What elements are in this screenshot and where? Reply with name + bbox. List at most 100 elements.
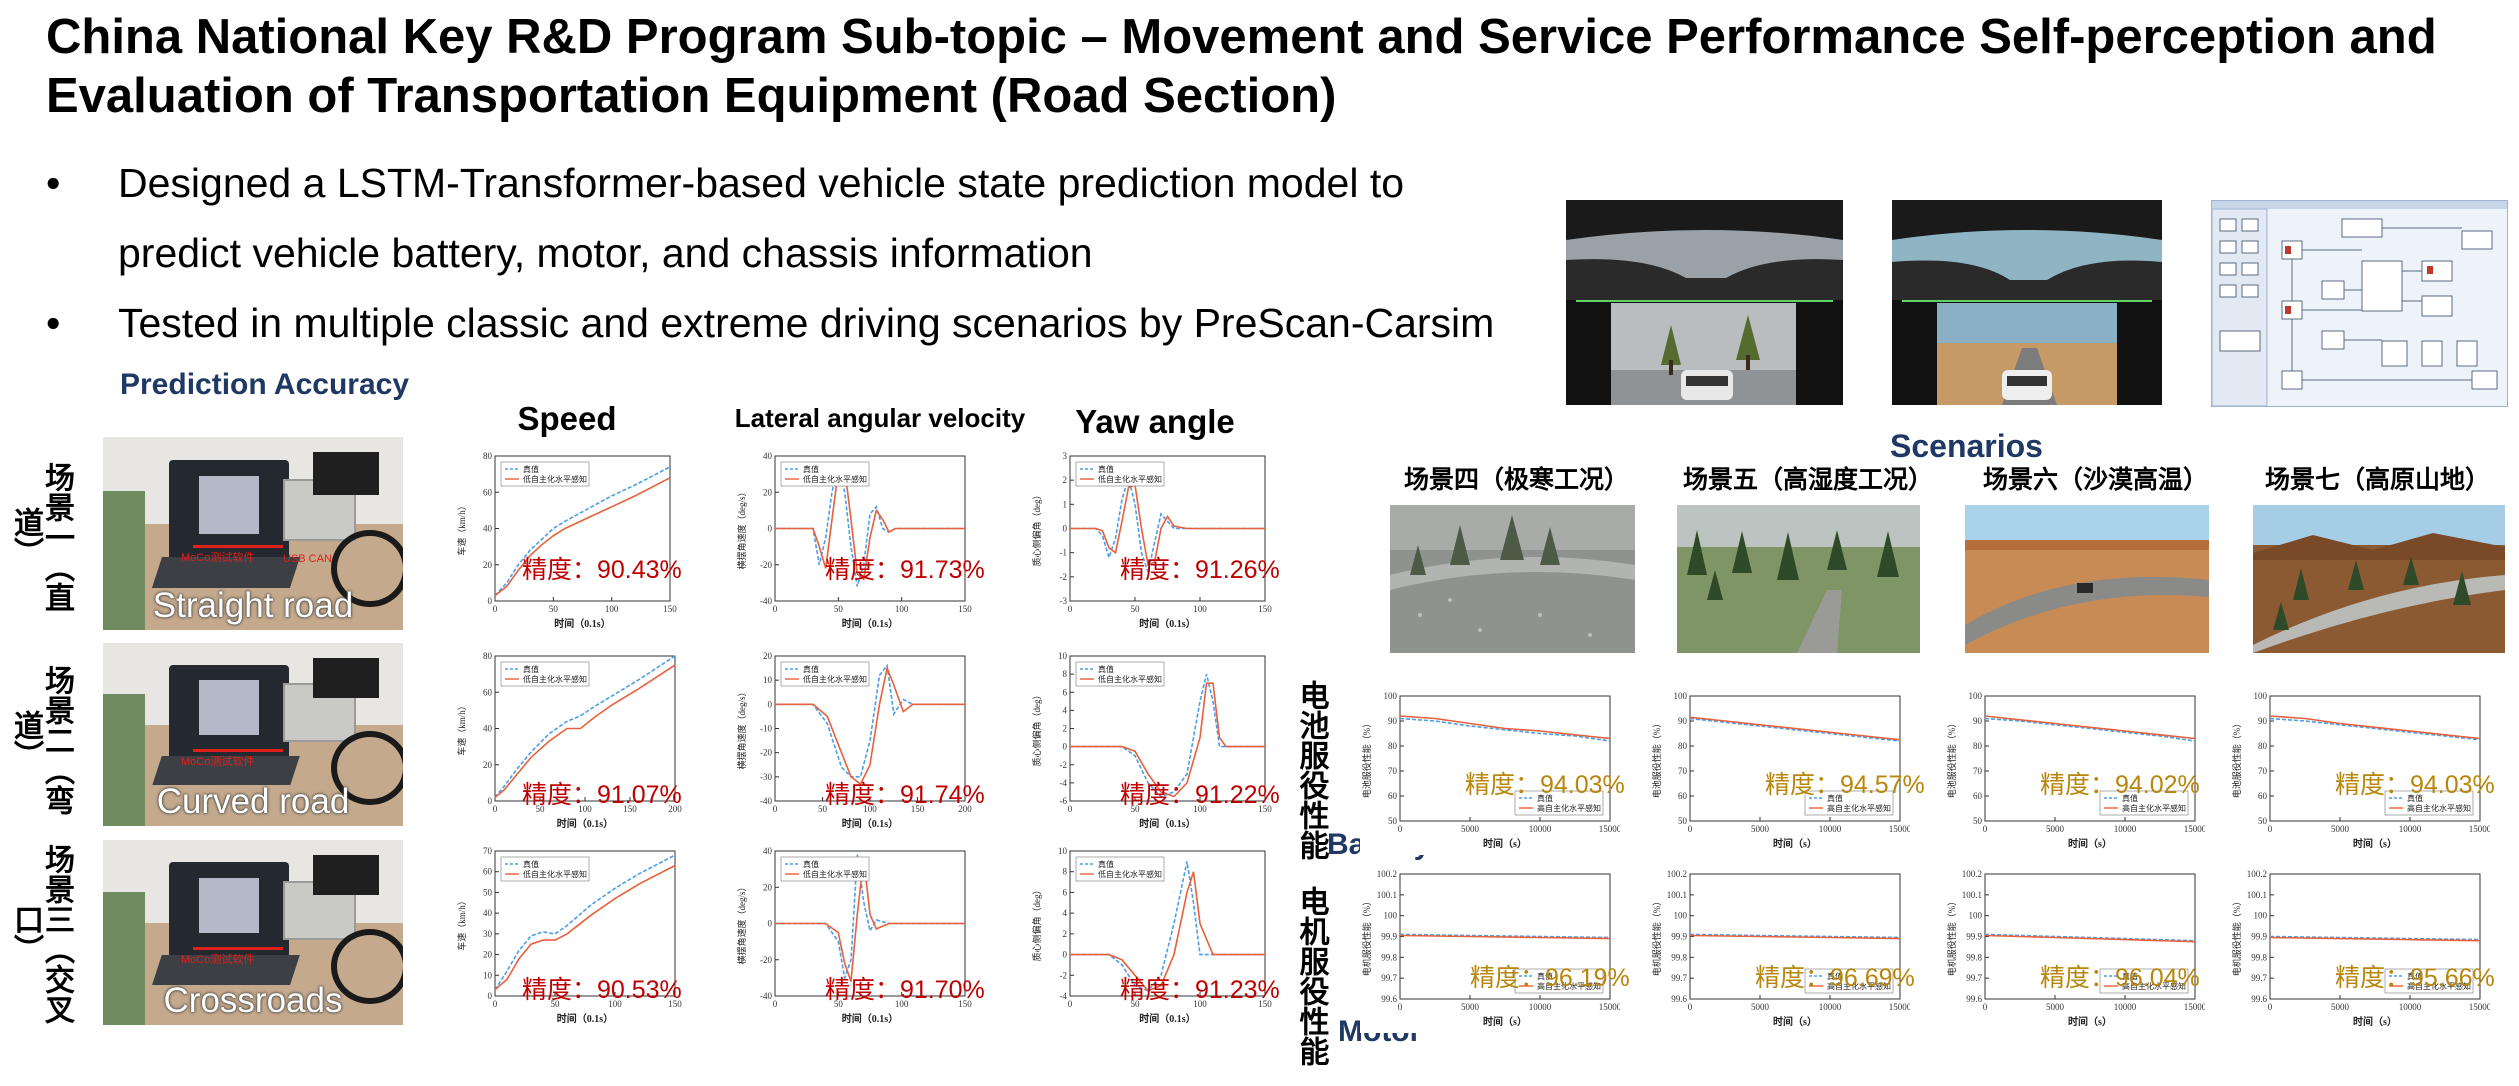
legend-label-true: 真值: [1098, 859, 1114, 869]
chart-battery-7: 0 5000 10000 15000 50 60 70 80 90 100 时间（s） 电池服役性能（…: [2230, 690, 2495, 855]
series-predicted-line: [1984, 934, 2196, 943]
y-tick-label: 1: [1063, 499, 1068, 509]
series-predicted-line: [494, 864, 676, 991]
chart-lat-straight: 0 50 100 150 -40 -20 0 20 40 时间（0.1s） 横摆角速度（deg/s）…: [735, 450, 985, 635]
legend-label-predicted: 低自主化水平感知: [1098, 674, 1162, 684]
legend-label-predicted: 高自主化水平感知: [1537, 803, 1601, 813]
y-tick-label: 100.1: [2247, 890, 2267, 900]
y-tick-label: 100: [2254, 911, 2268, 921]
chart-svg: 0 50 100 150 0 10 20 30 40 50 60 70 时间（0.1s） 车速（km/h）…: [456, 846, 682, 1025]
series-predicted-line: [775, 858, 965, 982]
x-tick-label: 0: [773, 999, 778, 1009]
accuracy-label: 精度：90.53%: [522, 976, 682, 1004]
scene-image-plateau-mountain: [2253, 505, 2505, 653]
chart-svg: 0 50 100 150 -4 -2 0 2 4 6 8 10 时间（0.1s） 质心侧偏角（deg） 真值…: [1031, 846, 1272, 1025]
y-tick-label: 20: [763, 651, 773, 661]
series-true-line: [494, 854, 676, 991]
y-tick-label: 100: [2254, 691, 2268, 701]
y-tick-label: 50: [1388, 816, 1398, 826]
y-tick-label: 99.6: [1381, 994, 1397, 1004]
legend-box: [1514, 968, 1604, 994]
accuracy-label: 精度：91.07%: [522, 781, 682, 809]
chart-motor-5: 0 5000 10000 15000 99.6 99.7 99.8 99.9 100 100.1 1…: [1650, 868, 1915, 1033]
x-tick-label: 150: [1258, 604, 1272, 614]
legend-label-true: 真值: [803, 464, 819, 474]
chart-svg: 0 5000 10000 15000 50 60 70 80 90 100 时间（s） 电池服役性能（…: [1651, 691, 1910, 850]
chart-speed-straight: 0 50 100 150 0 20 40 60 80 时间（0.1s） 车速（km/h） 真值 低自主化…: [455, 450, 682, 635]
chart-svg: 0 50 100 150 -40 -20 0 20 40 时间（0.1s） 横摆角速度（deg/s）…: [736, 451, 972, 630]
legend-label-true: 真值: [2407, 971, 2423, 981]
x-tick-label: 200: [668, 804, 682, 814]
x-tick-label: 100: [578, 804, 592, 814]
y-tick-label: -4: [1060, 991, 1068, 1001]
bullet-1-line-2: predict vehicle battery, motor, and chas…: [118, 230, 1093, 276]
series-predicted-line: [1689, 934, 1901, 940]
legend-label-predicted: 低自主化水平感知: [803, 869, 867, 879]
y-tick-label: 100.1: [1377, 890, 1397, 900]
legend-label-predicted: 高自主化水平感知: [1827, 803, 1891, 813]
scene-title-6: 场景六（沙漠高温）: [1983, 466, 2209, 494]
bullet-1: • Designed a LSTM-Transformer-based vehi…: [46, 148, 1586, 218]
scene-image-desert-heat: [1965, 505, 2209, 653]
y-tick-label: 0: [768, 524, 773, 534]
y-tick-label: -20: [760, 748, 772, 758]
y-axis-label: 车速（km/h）: [456, 896, 467, 951]
y-tick-label: 0: [1063, 742, 1068, 752]
accuracy-label: 精度：91.73%: [825, 556, 985, 584]
y-tick-label: 99.9: [2251, 932, 2267, 942]
x-tick-label: 100: [608, 999, 622, 1009]
accuracy-label: 精度：91.70%: [825, 976, 985, 1004]
y-tick-label: 99.7: [1671, 973, 1687, 983]
y-axis-label: 电机服役性能（%）: [1361, 897, 1372, 977]
y-tick-label: 10: [1058, 846, 1068, 856]
x-axis-label: 时间（0.1s）: [842, 817, 898, 830]
y-tick-label: -20: [760, 560, 772, 570]
x-tick-label: 0: [1068, 804, 1073, 814]
y-tick-label: 99.8: [1381, 952, 1397, 962]
x-axis-label: 时间（0.1s）: [1139, 817, 1195, 830]
x-tick-label: 50: [551, 999, 561, 1009]
series-true-line: [1070, 861, 1265, 992]
x-tick-label: 10000: [2114, 824, 2137, 834]
y-tick-label: 100.2: [1962, 869, 1982, 879]
y-tick-label: 8: [1063, 669, 1068, 679]
series-true-line: [1399, 717, 1611, 742]
y-axis-label: 电池服役性能（%）: [1946, 719, 1957, 799]
y-tick-label: 20: [763, 882, 773, 892]
bullet-1-line-1: Designed a LSTM-Transformer-based vehicl…: [118, 160, 1405, 206]
series-true-line: [1070, 474, 1265, 575]
legend-label-true: 真值: [1098, 464, 1114, 474]
chart-svg: 0 5000 10000 15000 50 60 70 80 90 100 时间（s） 电池服役性能（…: [2231, 691, 2490, 850]
y-tick-label: 99.6: [1671, 994, 1687, 1004]
photo-caption: Crossroads: [163, 981, 343, 1020]
motor-side-text: 电机服役性能: [1294, 886, 1328, 1066]
series-predicted-line: [2269, 936, 2481, 942]
y-axis-label: 电机服役性能（%）: [1946, 897, 1957, 977]
y-tick-label: 10: [763, 675, 773, 685]
y-tick-label: 20: [763, 487, 773, 497]
legend-label-true: 真值: [1098, 664, 1114, 674]
chart-svg: 0 50 100 150 200 0 20 40 60 80 时间（0.1s） 车速（km/h） 真值低…: [456, 651, 682, 830]
x-axis-label: 时间（s）: [1773, 837, 1817, 850]
prediction-accuracy-label: Prediction Accuracy: [120, 368, 409, 401]
series-predicted-line: [1984, 715, 2196, 740]
legend-label-predicted: 低自主化水平感知: [523, 674, 587, 684]
photo-caption: Curved road: [156, 782, 350, 821]
chart-yaw-straight: 0 50 100 150 -3 -2 -1 0 1 2 3 时间（0.1s） 质心侧偏角（deg） 真值低…: [1030, 450, 1280, 635]
x-tick-label: 15000: [1599, 824, 1620, 834]
x-tick-label: 15000: [2184, 1002, 2205, 1012]
motor-side-label: 电机服役性能: [1294, 886, 1328, 1086]
x-tick-label: 15000: [1599, 1002, 1620, 1012]
legend-label-predicted: 低自主化水平感知: [523, 869, 587, 879]
chart-lat-cross: 0 50 100 150 -40 -20 0 20 40 时间（0.1s） 横摆角速度（deg/s）…: [735, 845, 985, 1030]
series-true-line: [1399, 933, 1611, 939]
x-axis-label: 时间（s）: [1773, 1015, 1817, 1028]
series-predicted-line: [775, 665, 965, 786]
y-tick-label: 70: [483, 846, 493, 856]
legend-label-true: 真值: [2407, 793, 2423, 803]
y-tick-label: -2: [1060, 970, 1068, 980]
legend-box: [780, 661, 870, 687]
x-tick-label: 15000: [1889, 824, 1910, 834]
y-tick-label: 99.7: [2251, 973, 2267, 983]
y-tick-label: 50: [1678, 816, 1688, 826]
